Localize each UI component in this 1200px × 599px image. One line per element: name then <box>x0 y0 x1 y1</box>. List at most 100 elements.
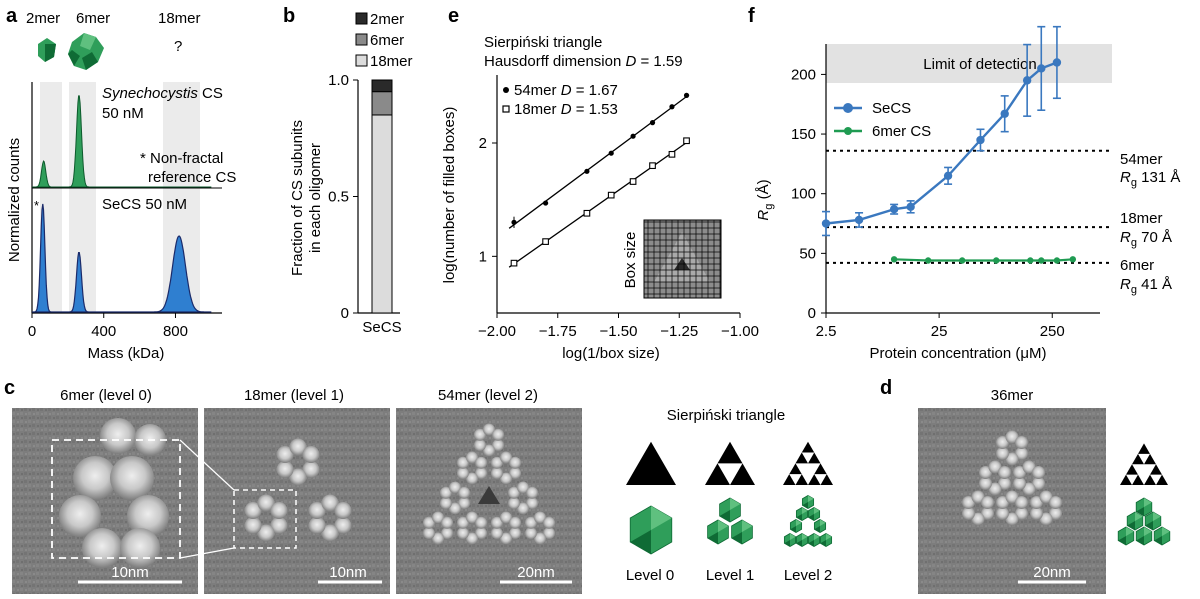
bar-segment-6mer <box>371 91 393 116</box>
cs-facet <box>820 540 826 547</box>
label-2mer: 2mer <box>26 10 60 27</box>
point-18mer <box>510 259 518 267</box>
em-title-18mer: 18mer (level 1) <box>244 387 344 404</box>
micrograph-54mer: 20nm <box>396 408 582 594</box>
star-marker: * <box>34 198 39 213</box>
subunit <box>244 517 262 534</box>
triangle <box>795 452 808 464</box>
triangle <box>1144 453 1156 465</box>
subunit <box>302 461 320 478</box>
f-xtick-label: 25 <box>931 323 948 340</box>
cs-facet <box>820 519 826 526</box>
panel-e-plot <box>508 92 690 268</box>
point-6mer-cs <box>1069 256 1077 263</box>
legend-secs: SeCS <box>872 100 911 117</box>
subunit-blob <box>59 495 101 537</box>
fit-line-1 <box>508 140 690 268</box>
subunit <box>1005 430 1019 444</box>
panel-f-reference-lines <box>826 149 1112 264</box>
em-title-36mer: 36mer <box>991 387 1034 404</box>
panel-b: b 2mer 6mer 18mer 0 0.5 1.0 SeCS Fraction … <box>283 5 413 336</box>
subunit <box>244 502 262 519</box>
limit-of-detection-label: Limit of detection <box>923 56 1036 73</box>
e-xtick-label: −2.00 <box>478 323 516 340</box>
subunit <box>961 507 975 520</box>
panel-f-letter: f <box>748 5 755 27</box>
point-secs <box>1037 64 1046 73</box>
point-6mer-cs <box>1038 257 1045 264</box>
legend-swatch-2mer <box>355 12 368 25</box>
point-6mer-cs <box>993 257 1000 264</box>
legend-marker-6mer <box>844 127 852 135</box>
cs-facet <box>802 507 808 514</box>
subunit <box>439 486 452 499</box>
point-18mer <box>629 178 637 185</box>
subunit <box>995 496 1009 509</box>
synechocystis-trace <box>32 95 212 188</box>
subunit <box>334 502 352 519</box>
subunit <box>507 497 520 510</box>
subunit <box>483 444 495 457</box>
subunit <box>1032 466 1046 479</box>
subunit <box>988 482 1002 496</box>
triangle <box>820 474 833 485</box>
limit-of-detection-box <box>826 44 1112 83</box>
subunit <box>509 516 522 529</box>
subunit <box>308 517 326 534</box>
subunit <box>276 446 294 463</box>
cs-facet <box>1136 536 1144 545</box>
bar-segment-18mer <box>371 114 393 314</box>
subunit <box>466 472 478 485</box>
panel-e: e Sierpiński triangle Hausdorff dimensio… <box>441 5 759 362</box>
cs-facet <box>1118 536 1126 545</box>
legend-6mer-cs: 6mer CS <box>872 123 931 140</box>
cs-facet <box>731 532 742 544</box>
subunit <box>456 456 469 469</box>
annot-nonfractal-1: * Non-fractal <box>140 150 223 167</box>
fit-line-0 <box>508 94 690 229</box>
series-secs-line <box>825 61 1058 225</box>
inset-label: Box size <box>622 232 639 289</box>
subunit <box>441 516 454 529</box>
subunit-blob <box>73 456 117 500</box>
subunit <box>998 477 1012 490</box>
subunit <box>1049 496 1063 509</box>
subunit <box>456 467 469 480</box>
point-54mer <box>543 200 549 206</box>
triangle <box>808 474 821 485</box>
triangle <box>801 441 815 453</box>
subunit-blob <box>82 528 122 568</box>
e-xtick-label: −1.00 <box>721 323 759 340</box>
point-secs <box>1000 109 1009 118</box>
subunit <box>466 511 478 524</box>
e-xtick-label: −1.25 <box>660 323 698 340</box>
point-secs <box>1022 76 1032 85</box>
panel-f-ylabel: Rg (Å) <box>755 179 775 220</box>
micrograph-6mer-particles <box>59 418 169 568</box>
e-xtick-label: −1.50 <box>600 323 638 340</box>
subunit <box>988 460 1002 474</box>
point-54mer <box>649 120 656 126</box>
triangle <box>626 441 676 485</box>
ref-label-18mer-value: Rg 70 Å <box>1120 229 1172 249</box>
subunit <box>257 524 275 542</box>
em-title-54mer: 54mer (level 2) <box>438 387 538 404</box>
legend-18mer-e: 18mer D = 1.53 <box>514 101 618 118</box>
point-secs <box>821 219 831 228</box>
subunit <box>432 511 444 524</box>
triangle <box>730 463 755 485</box>
subunit <box>978 477 992 490</box>
legend-marker-secs <box>843 103 853 113</box>
sierpinski-triangles <box>626 441 833 485</box>
cs-36mer-model <box>1117 497 1171 546</box>
subunit <box>526 497 539 510</box>
cs-facet <box>1153 512 1161 521</box>
subunit <box>534 511 546 524</box>
cs-facet <box>802 502 808 509</box>
scalebar-18mer: 10nm <box>329 564 367 581</box>
panel-b-letter: b <box>283 5 295 27</box>
subunit <box>507 486 520 499</box>
subunit <box>543 516 556 529</box>
subunit <box>321 524 339 542</box>
legend-marker-54mer <box>503 87 509 93</box>
